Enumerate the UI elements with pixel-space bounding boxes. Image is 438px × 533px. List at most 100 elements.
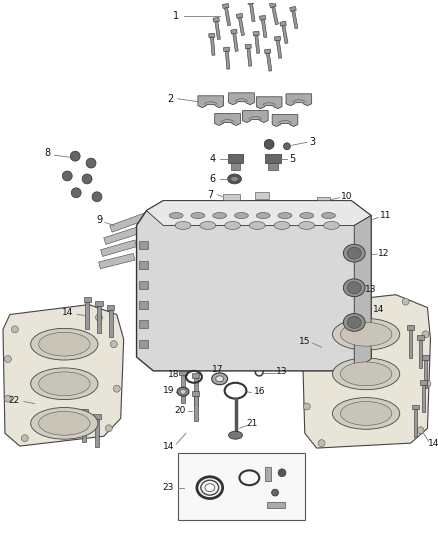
Circle shape <box>164 271 172 279</box>
Circle shape <box>179 311 187 318</box>
Bar <box>282 26 288 44</box>
Bar <box>276 41 282 58</box>
Circle shape <box>179 330 187 338</box>
Bar <box>253 31 259 36</box>
Ellipse shape <box>31 368 98 400</box>
Bar <box>317 197 331 203</box>
Bar <box>233 34 238 51</box>
Polygon shape <box>354 215 371 371</box>
Ellipse shape <box>39 411 90 435</box>
Text: 10: 10 <box>341 192 352 201</box>
Circle shape <box>422 331 429 338</box>
Circle shape <box>402 298 409 305</box>
Ellipse shape <box>347 247 361 259</box>
Bar <box>84 297 91 302</box>
Polygon shape <box>229 93 254 104</box>
Circle shape <box>142 345 151 353</box>
Bar <box>265 154 281 163</box>
Bar <box>104 226 141 245</box>
Circle shape <box>164 330 172 338</box>
Bar <box>247 0 254 4</box>
Bar <box>292 11 298 29</box>
Bar <box>422 385 425 413</box>
Ellipse shape <box>175 222 191 229</box>
Ellipse shape <box>177 387 189 396</box>
Circle shape <box>62 171 72 181</box>
Circle shape <box>179 271 187 279</box>
Bar <box>211 37 215 55</box>
Polygon shape <box>272 115 298 126</box>
Bar <box>417 335 424 340</box>
Bar <box>215 21 220 39</box>
Circle shape <box>283 143 290 150</box>
Circle shape <box>303 403 310 410</box>
Bar <box>267 502 285 508</box>
Bar <box>93 415 101 419</box>
Bar <box>138 320 148 328</box>
Ellipse shape <box>169 213 183 219</box>
Circle shape <box>424 380 431 387</box>
Circle shape <box>164 311 172 318</box>
Circle shape <box>110 341 117 348</box>
Circle shape <box>70 151 80 161</box>
Ellipse shape <box>228 174 241 184</box>
Polygon shape <box>215 114 240 125</box>
Text: 15: 15 <box>299 337 311 346</box>
Polygon shape <box>146 201 371 225</box>
Bar <box>223 3 229 9</box>
Polygon shape <box>3 304 124 446</box>
Circle shape <box>213 211 219 216</box>
Polygon shape <box>302 295 431 448</box>
Bar <box>223 194 240 201</box>
Text: 14: 14 <box>428 439 438 448</box>
Bar <box>277 311 281 338</box>
Bar <box>228 154 244 163</box>
Ellipse shape <box>249 222 265 229</box>
Bar <box>269 3 276 7</box>
Circle shape <box>11 326 18 333</box>
Bar <box>95 301 102 305</box>
Polygon shape <box>256 97 282 109</box>
Bar <box>192 373 199 378</box>
Bar <box>268 163 278 170</box>
Bar <box>407 325 414 330</box>
Ellipse shape <box>180 389 186 394</box>
Bar <box>238 18 244 36</box>
Bar <box>272 6 279 25</box>
Bar <box>287 301 294 305</box>
Bar <box>192 391 199 395</box>
Text: 18: 18 <box>168 370 180 379</box>
Bar <box>97 305 101 333</box>
Text: 4: 4 <box>210 154 216 164</box>
Circle shape <box>356 250 366 260</box>
Ellipse shape <box>230 176 238 181</box>
Circle shape <box>302 211 308 216</box>
Ellipse shape <box>300 213 314 219</box>
Circle shape <box>179 251 187 259</box>
Bar <box>298 296 305 301</box>
Bar <box>138 261 148 269</box>
Bar <box>247 48 252 66</box>
Text: 19: 19 <box>162 386 174 395</box>
Circle shape <box>417 427 424 434</box>
Bar <box>245 44 251 49</box>
Bar <box>178 453 305 520</box>
Bar <box>138 340 148 348</box>
Text: 22: 22 <box>8 396 19 405</box>
Ellipse shape <box>31 408 98 439</box>
Bar <box>424 360 427 387</box>
Text: 13: 13 <box>365 285 377 294</box>
Bar <box>138 281 148 289</box>
Bar <box>259 15 266 20</box>
Text: 20: 20 <box>174 406 186 415</box>
Ellipse shape <box>340 401 392 425</box>
Ellipse shape <box>225 222 240 229</box>
Circle shape <box>164 251 172 259</box>
Bar <box>414 409 417 437</box>
Ellipse shape <box>321 213 336 219</box>
Bar <box>109 310 113 337</box>
Text: 21: 21 <box>247 419 258 428</box>
Text: 1: 1 <box>173 11 179 21</box>
Text: 14: 14 <box>162 442 174 450</box>
Bar <box>289 305 293 333</box>
